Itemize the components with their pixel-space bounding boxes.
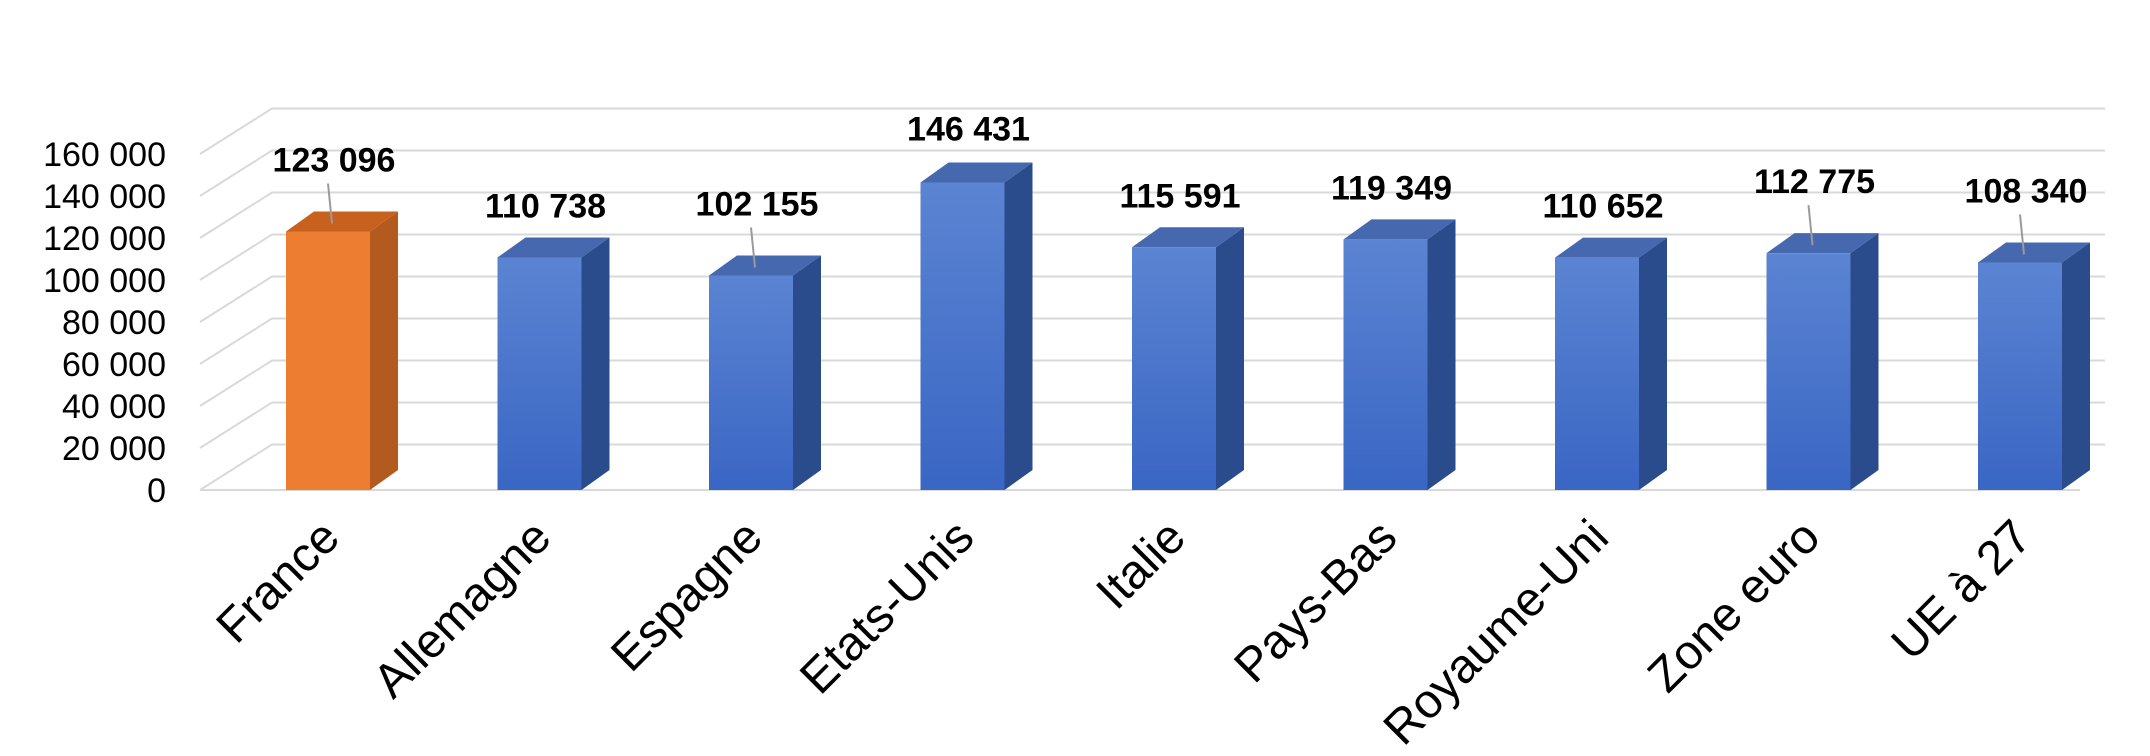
y-tick-label: 100 000	[43, 262, 166, 300]
data-label: 108 340	[1965, 172, 2088, 210]
data-labels: 123 096 110 738 102 155 146 431 115 591 119 3…	[273, 110, 2088, 268]
bar-top-face	[920, 162, 1033, 183]
data-label: 146 431	[907, 110, 1030, 148]
gridline	[199, 317, 2105, 365]
bar-side-face	[370, 211, 398, 490]
y-tick-label: 120 000	[43, 220, 166, 258]
bar	[920, 162, 1033, 490]
y-tick-label: 80 000	[62, 304, 166, 342]
bars	[286, 162, 2090, 491]
y-tick-label: 20 000	[62, 430, 166, 468]
data-label-leader-line	[327, 183, 333, 224]
x-category-label: Espagne	[601, 510, 772, 681]
bar-side-face	[2062, 242, 2090, 490]
x-category-label: Allemagne	[363, 510, 561, 708]
x-category-label: Italie	[1087, 510, 1196, 619]
bar-side-face	[1216, 227, 1244, 490]
data-label: 102 155	[696, 185, 819, 223]
gridline	[199, 359, 2105, 407]
data-label: 112 775	[1754, 163, 1875, 201]
y-axis-tick-labels: 0 20 000 40 000 60 000 80 000 100 000 120 000 1…	[43, 136, 166, 510]
gridline	[199, 149, 2105, 197]
gridline	[199, 233, 2105, 281]
bar-side-face	[793, 255, 821, 490]
x-category-label: Etats-Unis	[790, 510, 984, 704]
gridline	[199, 191, 2105, 239]
gridline	[199, 443, 2105, 491]
gridline	[199, 107, 2105, 155]
data-label: 110 652	[1542, 188, 1663, 226]
bar-top-face	[1343, 219, 1456, 240]
gridline	[199, 275, 2105, 323]
y-tick-label: 40 000	[62, 388, 166, 426]
bar-top-face	[1766, 233, 1879, 254]
bar-top-face	[497, 237, 610, 258]
bar-top-face	[286, 211, 398, 232]
bar-top-face	[1132, 227, 1244, 248]
gridline	[199, 401, 2105, 449]
bar	[1978, 242, 2090, 490]
x-category-label: Royaume-Uni	[1374, 510, 1619, 755]
bar-front-face	[1343, 239, 1428, 490]
bar-top-face	[709, 255, 821, 276]
bar-side-face	[1639, 237, 1667, 490]
data-label-leader-line	[1807, 205, 1814, 246]
bar-top-face	[1555, 237, 1667, 258]
bar-top-face	[1978, 242, 2090, 263]
bar-front-face	[709, 275, 793, 490]
data-label: 115 591	[1119, 177, 1240, 215]
bar-side-face	[1004, 162, 1033, 490]
x-category-label: France	[207, 510, 350, 653]
data-label: 119 349	[1331, 169, 1452, 207]
y-tick-label: 0	[147, 472, 166, 510]
x-axis-category-labels: France Allemagne Espagne Etats-Unis Italie Pa…	[207, 510, 2042, 755]
bar-side-face	[1850, 233, 1879, 491]
bar-front-face	[1766, 253, 1851, 490]
y-tick-label: 60 000	[62, 346, 166, 384]
y-tick-label: 160 000	[43, 136, 166, 174]
data-label: 110 738	[485, 187, 606, 225]
bar-side-face	[581, 237, 610, 490]
x-category-label: Zone euro	[1638, 510, 1830, 702]
bar	[709, 255, 821, 490]
bar-front-face	[1132, 247, 1216, 490]
data-label-leader-line	[750, 227, 756, 268]
bar-front-face	[286, 231, 370, 490]
bar-front-face	[1978, 262, 2062, 490]
x-category-label: Pays-Bas	[1225, 510, 1408, 693]
x-category-label: UE à 27	[1882, 510, 2042, 670]
bar	[497, 237, 610, 490]
bar-front-face	[497, 257, 582, 490]
bar-front-face	[1555, 257, 1639, 490]
data-label: 123 096	[273, 141, 396, 179]
bar	[1555, 237, 1667, 490]
data-label-leader-line	[2019, 214, 2025, 255]
bar	[1132, 227, 1244, 490]
bar-side-face	[1427, 219, 1456, 490]
bar-front-face	[920, 182, 1005, 490]
bar	[1343, 219, 1456, 490]
bar	[286, 211, 398, 490]
bar	[1766, 233, 1879, 491]
y-tick-label: 140 000	[43, 178, 166, 216]
